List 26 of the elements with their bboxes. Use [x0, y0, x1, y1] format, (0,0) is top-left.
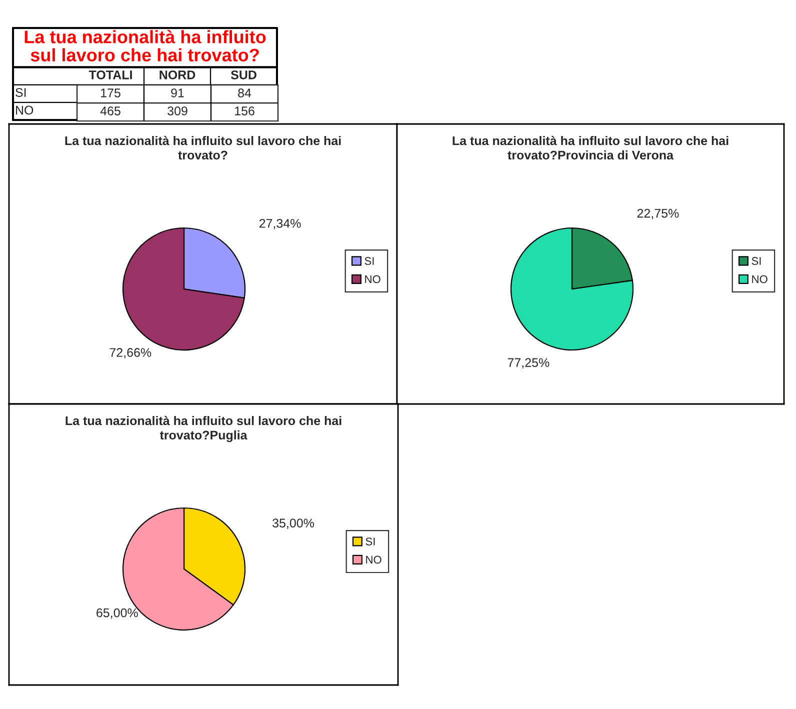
chart-title: La tua nazionalità ha influito sul lavoro che hai trovato? — [24, 30, 266, 62]
legend-label: NO — [752, 275, 768, 284]
legend-label: NO — [365, 275, 380, 284]
pie-slice — [510, 227, 634, 351]
legend-label: SI — [752, 257, 761, 265]
data-label: 22,75% — [637, 208, 679, 220]
chart-title: La tua nazionalità ha influito sul lavoro che hai trovato? — [65, 136, 341, 160]
legend-label: SI — [364, 257, 374, 265]
data-label: 77,25% — [508, 358, 550, 368]
data-label: 91 — [171, 88, 184, 98]
x-tick-label: TOTALI — [88, 70, 132, 80]
data-label: 65,00% — [96, 608, 138, 619]
chart-title: La tua nazionalità ha influito sul lavoro che hai trovato?Puglia — [66, 416, 342, 442]
data-label: 72,66% — [110, 348, 152, 358]
data-label: 27,34% — [259, 218, 301, 230]
data-label: 309 — [168, 106, 188, 116]
data-label: 84 — [238, 88, 252, 98]
data-label: 175 — [101, 88, 120, 98]
data-label: 465 — [100, 106, 120, 116]
legend-label: SI — [366, 538, 375, 546]
x-tick-label: NORD — [160, 70, 196, 80]
data-label: 156 — [235, 106, 254, 116]
chart-title: La tua nazionalità ha influito sul lavoro che hai trovato?Provincia di Verona — [452, 136, 728, 160]
x-tick-label: SUD — [230, 70, 256, 80]
data-label: 35,00% — [272, 518, 314, 529]
legend-label: NO — [366, 556, 382, 564]
